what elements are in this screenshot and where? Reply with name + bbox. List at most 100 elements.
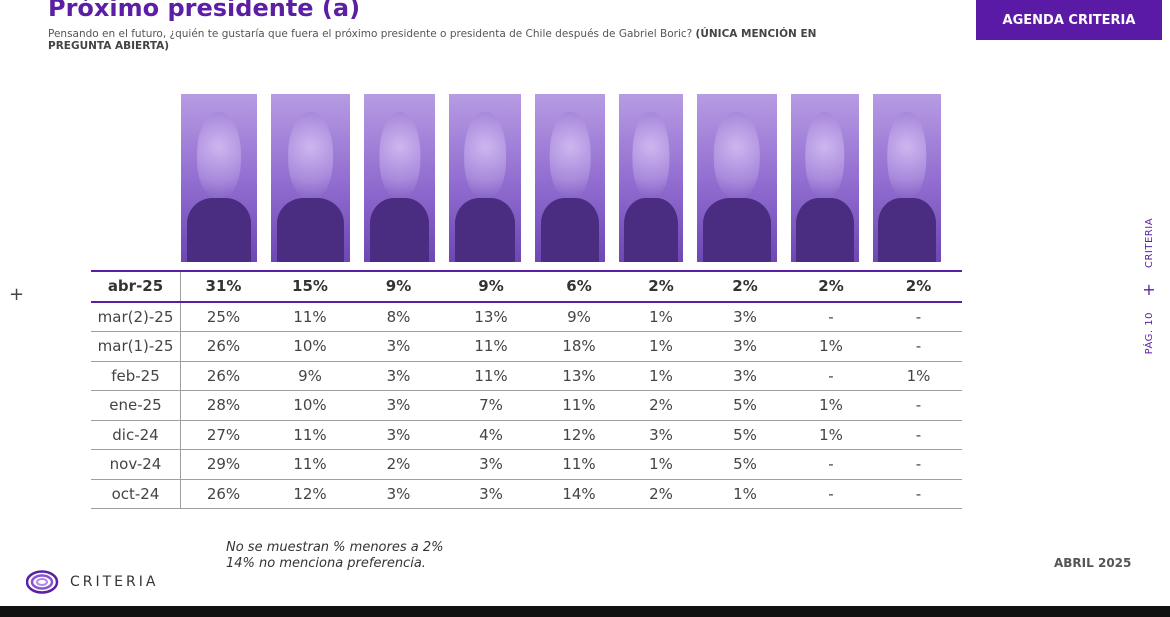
table-cell: 29%	[180, 449, 266, 480]
candidate-photo	[271, 94, 350, 262]
table-cell: -	[875, 301, 962, 332]
results-table: abr-25 31% 15% 9% 9% 6% 2% 2% 2% 2% mar(2)-25 25% 11…	[91, 270, 962, 509]
table-cell: 2%	[703, 270, 787, 303]
row-date-label: mar(2)-25	[91, 301, 181, 332]
table-cell: 7%	[443, 390, 539, 421]
table-cell: 3%	[354, 331, 443, 362]
question-subtitle: Pensando en el futuro, ¿quién te gustarí…	[48, 28, 848, 52]
candidate-photo	[364, 94, 435, 262]
table-cell: -	[787, 449, 875, 480]
table-cell: 10%	[266, 390, 354, 421]
table-cell: 8%	[354, 301, 443, 332]
table-cell: 13%	[539, 361, 619, 391]
plus-icon: +	[9, 284, 25, 305]
table-row: nov-24 29% 11% 2% 3% 11% 1% 5% - -	[91, 449, 962, 480]
table-cell: 1%	[787, 420, 875, 450]
table-row: oct-24 26% 12% 3% 3% 14% 2% 1% - -	[91, 479, 962, 509]
table-row: mar(1)-25 26% 10% 3% 11% 18% 1% 3% 1% -	[91, 331, 962, 362]
table-cell: 9%	[539, 301, 619, 332]
table-cell: 15%	[266, 270, 354, 303]
table-cell: 5%	[703, 420, 787, 450]
row-date-label: mar(1)-25	[91, 331, 181, 362]
table-cell: 5%	[703, 449, 787, 480]
table-cell: 26%	[180, 331, 266, 362]
criteria-logo-icon	[26, 570, 59, 594]
table-cell: 1%	[703, 479, 787, 509]
question-note: (ÚNICA MENCIÓN EN PREGUNTA ABIERTA)	[48, 28, 817, 52]
table-cell: 3%	[354, 390, 443, 421]
candidate-photo	[873, 94, 941, 262]
table-cell: 3%	[443, 449, 539, 480]
table-cell: 11%	[443, 331, 539, 362]
table-cell: -	[875, 331, 962, 362]
candidate-photos	[0, 94, 1000, 262]
table-cell: 26%	[180, 361, 266, 391]
table-cell: 4%	[443, 420, 539, 450]
table-cell: 14%	[539, 479, 619, 509]
table-cell: 3%	[354, 361, 443, 391]
table-cell: -	[875, 420, 962, 450]
table-cell: 2%	[619, 390, 703, 421]
table-row: mar(2)-25 25% 11% 8% 13% 9% 1% 3% - -	[91, 301, 962, 332]
table-cell: 1%	[787, 331, 875, 362]
candidate-photo	[697, 94, 777, 262]
table-cell: 10%	[266, 331, 354, 362]
table-cell: 2%	[619, 479, 703, 509]
row-date-label: feb-25	[91, 361, 181, 391]
table-cell: 27%	[180, 420, 266, 450]
plus-icon: +	[1142, 280, 1156, 299]
table-row: dic-24 27% 11% 3% 4% 12% 3% 5% 1% -	[91, 420, 962, 450]
table-cell: -	[875, 449, 962, 480]
table-cell: 1%	[875, 361, 962, 391]
table-cell: 3%	[703, 301, 787, 332]
table-cell: -	[787, 301, 875, 332]
table-cell: 18%	[539, 331, 619, 362]
table-cell: 11%	[539, 449, 619, 480]
table-cell: 31%	[180, 270, 266, 303]
candidate-photo	[535, 94, 605, 262]
table-cell: 1%	[619, 361, 703, 391]
table-cell: 3%	[703, 361, 787, 391]
agenda-criteria-badge: AGENDA CRITERIA	[976, 0, 1162, 40]
candidate-photo	[181, 94, 257, 262]
table-cell: 3%	[619, 420, 703, 450]
report-date: ABRIL 2025	[1054, 556, 1132, 570]
table-cell: 1%	[787, 390, 875, 421]
row-date-label: nov-24	[91, 449, 181, 480]
page-title: Próximo presidente (a)	[48, 0, 361, 22]
table-cell: -	[787, 479, 875, 509]
table-cell: 2%	[354, 449, 443, 480]
table-cell: -	[875, 390, 962, 421]
table-cell: 9%	[354, 270, 443, 303]
bottom-bar	[0, 606, 1170, 617]
footnote-line: No se muestran % menores a 2%	[226, 540, 444, 555]
table-cell: 3%	[354, 420, 443, 450]
table-cell: 5%	[703, 390, 787, 421]
side-brand: CRITERIA	[1143, 217, 1155, 268]
table-cell: 11%	[266, 449, 354, 480]
table-cell: 1%	[619, 301, 703, 332]
table-cell: 2%	[875, 270, 962, 303]
table-cell: 25%	[180, 301, 266, 332]
row-date-label: oct-24	[91, 479, 181, 509]
criteria-logo: CRITERIA	[26, 570, 158, 594]
table-cell: 26%	[180, 479, 266, 509]
table-cell: 1%	[619, 331, 703, 362]
table-cell: 13%	[443, 301, 539, 332]
table-cell: 11%	[539, 390, 619, 421]
table-cell: -	[787, 361, 875, 391]
table-cell: 2%	[619, 270, 703, 303]
candidate-photo	[791, 94, 859, 262]
table-cell: 12%	[266, 479, 354, 509]
candidate-photo	[619, 94, 683, 262]
logo-text: CRITERIA	[70, 574, 159, 590]
table-cell: 11%	[266, 420, 354, 450]
table-cell: 3%	[703, 331, 787, 362]
table-cell: 9%	[266, 361, 354, 391]
table-row: feb-25 26% 9% 3% 11% 13% 1% 3% -1%	[91, 361, 962, 391]
table-cell: 3%	[443, 479, 539, 509]
table-cell: 3%	[354, 479, 443, 509]
side-page-label: CRITERIA + PÁG. 10	[1138, 212, 1160, 372]
table-cell: 28%	[180, 390, 266, 421]
table-row: ene-25 28% 10% 3% 7% 11% 2% 5% 1% -	[91, 390, 962, 421]
